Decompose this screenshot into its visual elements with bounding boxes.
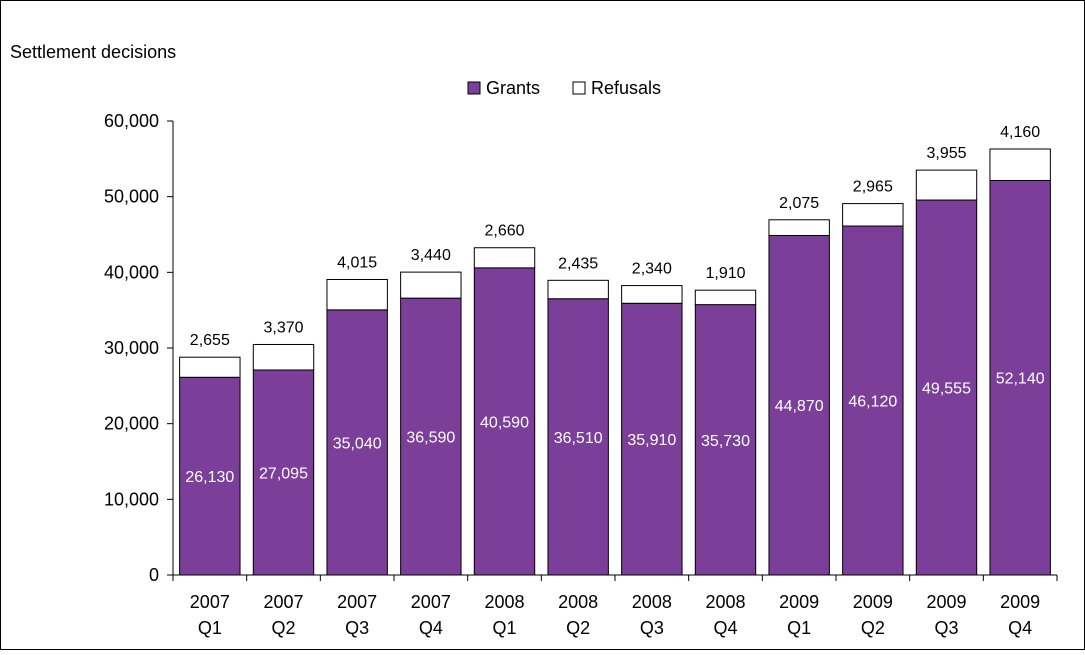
- bar-grants: [915, 199, 978, 576]
- y-tick-label: 20,000: [104, 414, 159, 434]
- x-tick-label-quarter: Q1: [492, 618, 516, 638]
- data-label-grants: 49,555: [922, 381, 971, 398]
- y-tick-label: 40,000: [104, 262, 159, 282]
- data-label-refusals: 2,435: [558, 255, 598, 272]
- y-tick-label: 0: [149, 565, 159, 585]
- data-label-grants: 44,870: [775, 398, 824, 415]
- bar-grants: [179, 376, 241, 576]
- bar-grants: [252, 369, 315, 576]
- data-label-refusals: 4,160: [1000, 124, 1040, 141]
- bar-refusals: [400, 271, 462, 299]
- x-tick-label-quarter: Q2: [861, 618, 885, 638]
- data-label-grants: 36,590: [406, 430, 455, 447]
- x-tick-label-quarter: Q4: [713, 618, 737, 638]
- x-tick-label-year: 2007: [337, 592, 377, 612]
- legend: Grants Refusals: [467, 78, 661, 98]
- bar-refusals: [915, 169, 978, 201]
- x-tick-label-quarter: Q3: [345, 618, 369, 638]
- x-tick-label-quarter: Q4: [419, 618, 443, 638]
- data-label-grants: 52,140: [996, 371, 1045, 388]
- x-tick-label-year: 2008: [558, 592, 598, 612]
- data-label-refusals: 2,660: [484, 223, 524, 240]
- y-tick-label: 30,000: [104, 338, 159, 358]
- data-label-refusals: 4,015: [337, 254, 377, 271]
- bar-refusals: [252, 343, 315, 371]
- x-tick-label-quarter: Q3: [934, 618, 958, 638]
- x-tick-label-year: 2009: [926, 592, 966, 612]
- bar-refusals: [473, 247, 536, 269]
- y-tick-label: 60,000: [104, 111, 159, 131]
- bar-grants: [547, 298, 609, 576]
- bar-refusals: [326, 278, 388, 311]
- bar-grants: [400, 297, 462, 576]
- bar-refusals: [842, 203, 904, 227]
- bar-refusals: [179, 356, 241, 378]
- bar-refusals: [547, 279, 609, 300]
- data-label-grants: 35,040: [333, 435, 382, 452]
- data-label-refusals: 1,910: [705, 265, 745, 282]
- data-label-refusals: 2,965: [853, 179, 893, 196]
- y-axis-title: Settlement decisions: [10, 42, 176, 62]
- bar-refusals: [694, 289, 757, 306]
- data-label-grants: 36,510: [554, 430, 603, 447]
- legend-label-grants: Grants: [486, 78, 540, 98]
- y-axis: 0 10,000 20,000 30,000 40,000 50,000 60,000: [104, 111, 174, 585]
- data-label-grants: 46,120: [848, 394, 897, 411]
- legend-label-refusals: Refusals: [591, 78, 661, 98]
- x-tick-label-quarter: Q3: [640, 618, 664, 638]
- data-label-grants: 40,590: [480, 414, 529, 431]
- y-tick-label: 50,000: [104, 187, 159, 207]
- x-tick-label-quarter: Q2: [271, 618, 295, 638]
- bar-grants: [326, 309, 388, 576]
- data-labels: 26,130 2,655 27,095 3,370 35,040 4,015 36,590 3…: [185, 124, 1044, 486]
- x-tick-label-year: 2007: [411, 592, 451, 612]
- bar-refusals: [621, 285, 683, 304]
- bars: [179, 148, 1051, 576]
- data-label-grants: 35,730: [701, 433, 750, 450]
- bar-grants: [694, 304, 757, 576]
- data-label-grants: 26,130: [185, 469, 234, 486]
- bar-grants: [842, 225, 904, 576]
- data-label-refusals: 2,655: [190, 332, 230, 349]
- data-label-refusals: 2,075: [779, 195, 819, 212]
- x-tick-label-year: 2008: [484, 592, 524, 612]
- x-tick-label-year: 2008: [632, 592, 672, 612]
- x-axis: 2007 Q1 2007 Q2 2007 Q3 2007 Q4 2008 Q1 2008 Q2 2008…: [172, 574, 1058, 638]
- legend-swatch-refusals: [572, 81, 586, 95]
- x-tick-label-year: 2009: [1000, 592, 1040, 612]
- data-label-grants: 35,910: [627, 432, 676, 449]
- x-tick-label-year: 2008: [705, 592, 745, 612]
- x-tick-label-quarter: Q2: [566, 618, 590, 638]
- data-label-refusals: 2,340: [632, 261, 672, 278]
- x-tick-label-year: 2009: [779, 592, 819, 612]
- data-label-refusals: 3,955: [926, 145, 966, 162]
- x-tick-label-year: 2007: [190, 592, 230, 612]
- legend-swatch-grants: [467, 81, 481, 95]
- data-label-refusals: 3,370: [263, 319, 303, 336]
- bar-grants: [989, 179, 1051, 576]
- bar-grants: [768, 234, 830, 576]
- x-tick-label-quarter: Q1: [787, 618, 811, 638]
- y-tick-label: 10,000: [104, 489, 159, 509]
- bar-refusals: [768, 219, 830, 236]
- bar-refusals: [989, 148, 1051, 181]
- data-label-grants: 27,095: [259, 465, 308, 482]
- x-tick-label-quarter: Q1: [198, 618, 222, 638]
- x-tick-label-year: 2007: [263, 592, 303, 612]
- x-tick-label-quarter: Q4: [1008, 618, 1032, 638]
- data-label-refusals: 3,440: [411, 247, 451, 264]
- x-tick-label-year: 2009: [853, 592, 893, 612]
